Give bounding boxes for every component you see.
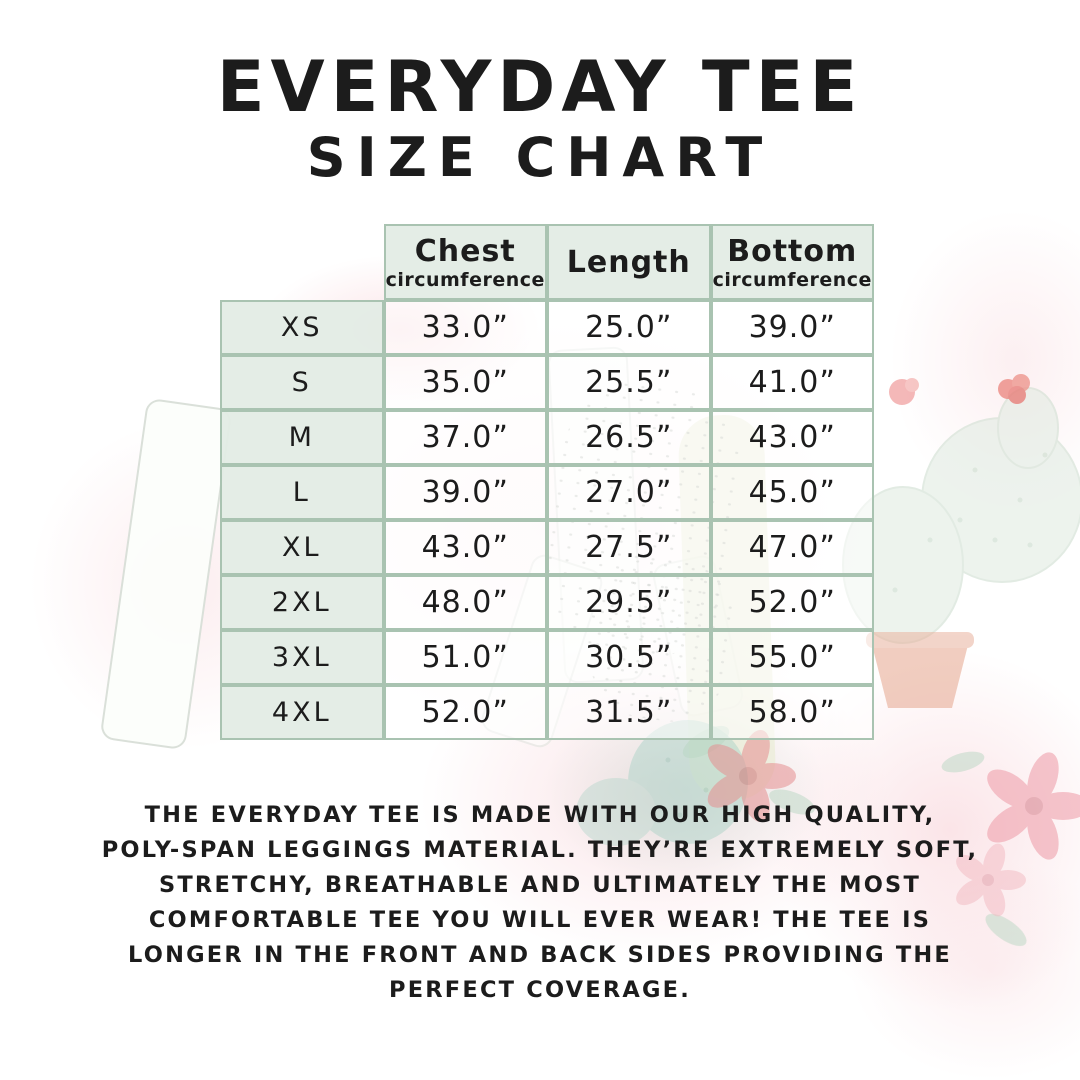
flower-icon: [889, 378, 919, 405]
length-cell: 25.5”: [547, 355, 711, 410]
bottom-cell: 58.0”: [710, 685, 874, 740]
column-title: Length: [566, 244, 691, 280]
table-body: XS 33.0” 25.0” 39.0” S 35.0” 25.5” 41.0”…: [220, 300, 874, 740]
chest-cell: 52.0”: [383, 685, 547, 740]
bottom-cell: 47.0”: [710, 520, 874, 575]
table-row: 3XL 51.0” 30.5” 55.0”: [220, 630, 874, 685]
chest-cell: 43.0”: [383, 520, 547, 575]
chest-cell: 48.0”: [383, 575, 547, 630]
header-row: Chest circumference Length Bottom circum…: [220, 224, 874, 300]
table-row: XS 33.0” 25.0” 39.0”: [220, 300, 874, 355]
length-cell: 31.5”: [547, 685, 711, 740]
column-title: Chest: [414, 233, 516, 269]
chest-cell: 51.0”: [383, 630, 547, 685]
column-header-bottom: Bottom circumference: [710, 224, 874, 300]
flower-icon: [707, 729, 796, 823]
bottom-cell: 45.0”: [710, 465, 874, 520]
size-cell: 3XL: [220, 630, 384, 685]
table-row: 2XL 48.0” 29.5” 52.0”: [220, 575, 874, 630]
column-header-length: Length: [547, 224, 711, 300]
size-chart-table: Chest circumference Length Bottom circum…: [220, 224, 874, 740]
column-subtitle: circumference: [712, 268, 872, 291]
length-cell: 25.0”: [547, 300, 711, 355]
length-cell: 26.5”: [547, 410, 711, 465]
chest-cell: 33.0”: [383, 300, 547, 355]
corner-cell: [220, 224, 384, 300]
cactus-flower-icon: [998, 374, 1030, 404]
column-title: Bottom: [727, 233, 858, 269]
column-header-chest: Chest circumference: [383, 224, 547, 300]
chest-cell: 35.0”: [383, 355, 547, 410]
column-subtitle: circumference: [385, 268, 545, 291]
bottom-cell: 43.0”: [710, 410, 874, 465]
size-cell: 2XL: [220, 575, 384, 630]
size-cell: XS: [220, 300, 384, 355]
length-cell: 27.5”: [547, 520, 711, 575]
size-cell: S: [220, 355, 384, 410]
chest-cell: 39.0”: [383, 465, 547, 520]
size-cell: 4XL: [220, 685, 384, 740]
product-description: THE EVERYDAY TEE IS MADE WITH OUR HIGH Q…: [101, 802, 979, 1003]
flower-icon: [956, 843, 1026, 917]
table-row: XL 43.0” 27.5” 47.0”: [220, 520, 874, 575]
flower-icon: [987, 752, 1080, 860]
table-row: L 39.0” 27.0” 45.0”: [220, 465, 874, 520]
page-subtitle: SIZE CHART: [306, 126, 774, 189]
bottom-cell: 52.0”: [710, 575, 874, 630]
chest-cell: 37.0”: [383, 410, 547, 465]
length-cell: 30.5”: [547, 630, 711, 685]
table-header: Chest circumference Length Bottom circum…: [220, 224, 874, 300]
table-row: 4XL 52.0” 31.5” 58.0”: [220, 685, 874, 740]
size-cell: M: [220, 410, 384, 465]
size-cell: XL: [220, 520, 384, 575]
page-title: EVERYDAY TEE: [216, 46, 864, 128]
table-row: M 37.0” 26.5” 43.0”: [220, 410, 874, 465]
size-cell: L: [220, 465, 384, 520]
bottom-cell: 41.0”: [710, 355, 874, 410]
bottom-cell: 39.0”: [710, 300, 874, 355]
length-cell: 27.0”: [547, 465, 711, 520]
table-row: S 35.0” 25.5” 41.0”: [220, 355, 874, 410]
plant-pot-icon: [866, 632, 974, 708]
length-cell: 29.5”: [547, 575, 711, 630]
bottom-cell: 55.0”: [710, 630, 874, 685]
